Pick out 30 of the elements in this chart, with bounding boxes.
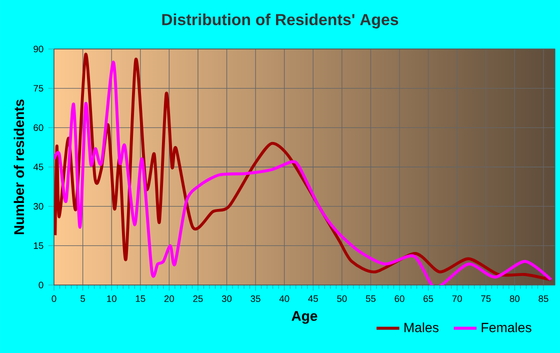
x-tick-label: 75 bbox=[481, 295, 491, 302]
legend-label: Males bbox=[404, 322, 439, 332]
y-tick-label: 45 bbox=[33, 164, 44, 170]
chart-title: Distribution of Residents' Ages bbox=[162, 14, 398, 28]
y-tick-label: 90 bbox=[34, 46, 44, 52]
x-tick-label: 15 bbox=[136, 295, 146, 302]
x-axis-title: Age bbox=[292, 311, 318, 324]
y-tick-label: 75 bbox=[34, 85, 44, 92]
x-tick-label: 80 bbox=[510, 295, 520, 302]
x-tick-label: 85 bbox=[538, 295, 548, 302]
y-tick-label: 15 bbox=[34, 242, 44, 249]
x-tick-label: 10 bbox=[107, 295, 116, 302]
x-tick-label: 0 bbox=[52, 295, 56, 302]
x-tick-label: 55 bbox=[366, 295, 376, 302]
y-axis-title: Number of residents bbox=[14, 100, 24, 234]
y-tick-label: 60 bbox=[34, 124, 44, 131]
x-tick-label: 5 bbox=[80, 295, 85, 302]
x-tick-label: 50 bbox=[337, 295, 347, 302]
x-tick-label: 70 bbox=[452, 295, 462, 302]
x-tick-label: 35 bbox=[250, 295, 260, 302]
x-tick-label: 45 bbox=[308, 295, 318, 302]
y-tick-label: 30 bbox=[34, 203, 44, 210]
x-tick-label: 65 bbox=[424, 295, 434, 302]
x-tick-label: 60 bbox=[394, 295, 404, 302]
x-tick-label: 30 bbox=[222, 295, 232, 302]
x-tick-label: 25 bbox=[193, 295, 203, 302]
y-tick-label: 0 bbox=[38, 282, 44, 288]
legend-label: Females bbox=[482, 322, 532, 332]
x-tick-label: 20 bbox=[164, 295, 174, 302]
x-tick-label: 40 bbox=[279, 295, 290, 302]
